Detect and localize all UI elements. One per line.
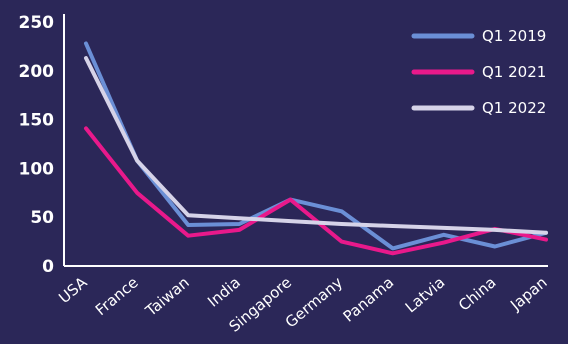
x-tick-label: China	[455, 273, 499, 314]
y-tick-label: 200	[19, 62, 55, 82]
y-tick-label: 150	[19, 111, 55, 131]
legend-label: Q1 2019	[482, 27, 546, 45]
x-axis: USA France Taiwan IndiaSingaporeGermanyPana…	[55, 265, 551, 336]
y-tick-label: 100	[19, 159, 55, 179]
legend: Q1 2019 Q1 2021 Q1 2022	[411, 27, 546, 117]
legend-label: Q1 2021	[482, 63, 546, 81]
x-tick-label: Taiwan	[141, 273, 192, 320]
y-axis: 0 50 100 150 200 250	[19, 13, 65, 277]
x-tick-label: Germany	[282, 273, 346, 331]
x-tick-label: Panama	[340, 273, 398, 325]
y-tick-label: 0	[42, 257, 54, 277]
series-line-1	[84, 41, 548, 251]
y-tick-label: 250	[19, 13, 55, 33]
x-tick-label: India	[204, 273, 244, 310]
x-tick-label: Latvia	[402, 273, 449, 316]
series-line-2	[84, 126, 548, 256]
series-layer	[84, 41, 548, 256]
x-tick-label: Japan	[506, 273, 550, 314]
series-line-3	[84, 56, 548, 235]
y-tick-label: 50	[30, 208, 54, 228]
legend-label: Q1 2022	[482, 99, 546, 117]
x-tick-label: USA	[55, 273, 91, 307]
x-tick-label: France	[92, 273, 142, 319]
